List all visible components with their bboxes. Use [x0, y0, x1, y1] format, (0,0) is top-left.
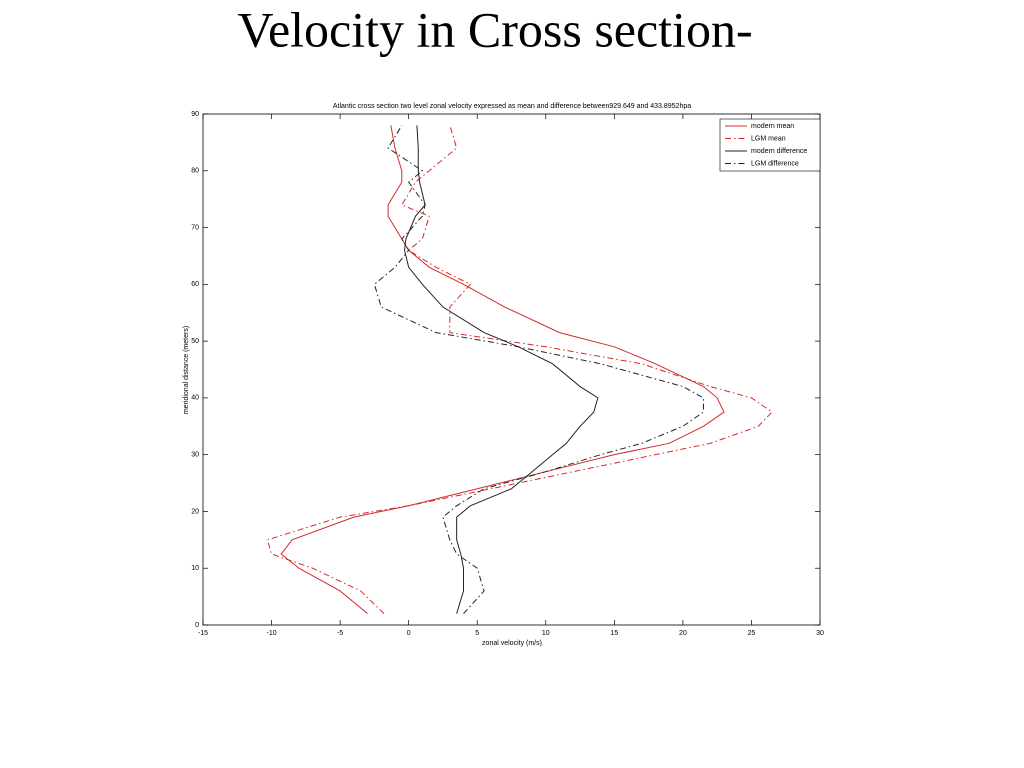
y-tick-label: 20 — [191, 508, 199, 515]
series-line — [266, 125, 773, 615]
y-tick-label: 60 — [191, 281, 199, 288]
y-tick-label: 50 — [191, 338, 199, 345]
x-tick-label: 0 — [407, 630, 411, 637]
x-tick-label: 15 — [610, 630, 618, 637]
y-tick-label: 10 — [191, 565, 199, 572]
legend-label: LGM difference — [751, 160, 799, 167]
y-tick-label: 90 — [191, 111, 199, 118]
x-tick-label: -10 — [266, 630, 276, 637]
y-tick-label: 80 — [191, 168, 199, 175]
y-tick-label: 30 — [191, 452, 199, 459]
y-tick-label: 70 — [191, 224, 199, 231]
legend-box — [719, 118, 821, 172]
series-line — [373, 125, 704, 614]
plot-frame — [202, 113, 821, 626]
x-tick-label: 10 — [542, 630, 550, 637]
x-tick-label: 5 — [475, 630, 479, 637]
x-axis-label: zonal velocity (m/s) — [482, 640, 542, 647]
x-tick-label: -5 — [337, 630, 343, 637]
x-tick-label: 20 — [679, 630, 687, 637]
series-line — [404, 125, 599, 614]
slide-title: Velocity in Cross section- — [237, 1, 752, 57]
series-line — [280, 125, 725, 615]
y-tick-label: 40 — [191, 395, 199, 402]
legend-label: modern mean — [751, 123, 794, 130]
chart-title: Atlantic cross section two level zonal v… — [333, 103, 691, 110]
y-axis-label: meridional distance (meters) — [183, 326, 190, 414]
x-tick-label: -15 — [198, 630, 208, 637]
y-tick-label: 0 — [195, 622, 199, 629]
x-tick-label: 25 — [748, 630, 756, 637]
legend-label: LGM mean — [751, 135, 786, 142]
x-tick-label: 30 — [816, 630, 824, 637]
legend-label: modern difference — [751, 148, 807, 155]
